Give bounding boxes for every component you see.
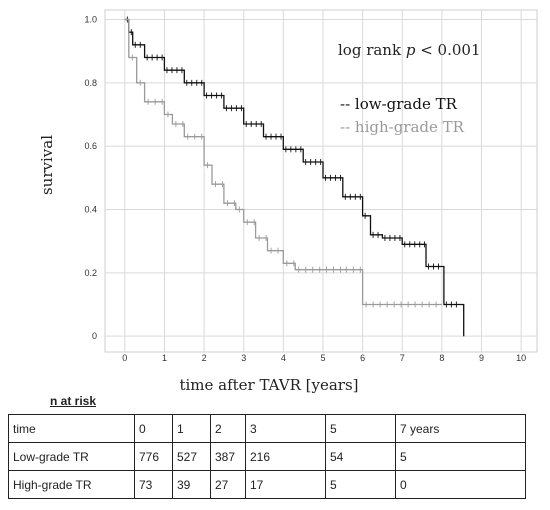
table-cell: Low-grade TR [8, 442, 135, 471]
y-tick-label: 0.4 [84, 205, 97, 215]
y-tick-label: 0.8 [84, 78, 97, 88]
survival-line-high-grade [124, 18, 442, 306]
legend-high-grade: -- high-grade TR [340, 118, 465, 136]
risk-table-row-low-grade: Low-grade TR 776 527 387 216 54 5 [8, 442, 526, 471]
table-cell: 3 [245, 414, 326, 443]
n-at-risk-table: time 0 1 2 3 5 7 years Low-grade TR 776 … [8, 414, 526, 499]
n-at-risk-title: n at risk [50, 394, 97, 408]
table-cell: 5 [395, 442, 526, 471]
log-rank-annotation: log rank p < 0.001 [338, 41, 481, 59]
table-cell: High-grade TR [8, 470, 135, 499]
x-tick-labels: 0 1 2 3 4 5 6 7 8 9 10 [122, 353, 526, 363]
x-tick-label: 3 [241, 353, 246, 363]
x-tick-label: 5 [320, 353, 325, 363]
y-tick-label: 0.6 [84, 141, 97, 151]
x-tick-label: 4 [281, 353, 286, 363]
table-cell: 2 [210, 414, 246, 443]
table-cell: 387 [210, 442, 246, 471]
x-axis-label: time after TAVR [years] [179, 376, 358, 394]
table-cell: 54 [325, 442, 396, 471]
y-tick-label: 1.0 [84, 15, 97, 25]
x-tick-label: 9 [479, 353, 484, 363]
risk-table-header-row: time 0 1 2 3 5 7 years [8, 414, 526, 443]
table-cell: 776 [134, 442, 173, 471]
y-tick-label: 0.2 [84, 268, 97, 278]
y-axis-label: survival [38, 135, 56, 195]
survival-chart: 0 0.2 0.4 0.6 0.8 1.0 0 1 2 3 4 5 6 7 8 9 10 survival t… [38, 9, 538, 394]
x-tick-label: 1 [162, 353, 167, 363]
x-tick-label: 8 [439, 353, 444, 363]
table-cell: 527 [172, 442, 211, 471]
table-cell: 216 [245, 442, 326, 471]
table-cell: 17 [245, 470, 326, 499]
table-cell: 39 [172, 470, 211, 499]
x-tick-label: 6 [360, 353, 365, 363]
table-cell: 7 years [395, 414, 526, 443]
table-cell: time [8, 414, 135, 443]
table-cell: 1 [172, 414, 211, 443]
plot-area [104, 9, 538, 353]
x-tick-label: 2 [202, 353, 207, 363]
series-group [124, 16, 465, 337]
table-cell: 5 [325, 470, 396, 499]
table-cell: 73 [134, 470, 173, 499]
kaplan-meier-plot: 0 0.2 0.4 0.6 0.8 1.0 0 1 2 3 4 5 6 7 8 9 10 survival t… [38, 9, 538, 394]
legend-low-grade: -- low-grade TR [340, 95, 458, 113]
y-tick-labels: 0 0.2 0.4 0.6 0.8 1.0 [84, 15, 97, 342]
x-tick-label: 7 [400, 353, 405, 363]
table-cell: 0 [134, 414, 173, 443]
table-cell: 5 [325, 414, 396, 443]
risk-table-row-high-grade: High-grade TR 73 39 27 17 5 0 [8, 470, 526, 499]
table-cell: 0 [395, 470, 526, 499]
table-cell: 27 [210, 470, 246, 499]
x-tick-label: 10 [516, 353, 526, 363]
survival-line-low-grade [124, 18, 465, 337]
y-tick-label: 0 [92, 331, 97, 341]
x-tick-label: 0 [122, 353, 127, 363]
